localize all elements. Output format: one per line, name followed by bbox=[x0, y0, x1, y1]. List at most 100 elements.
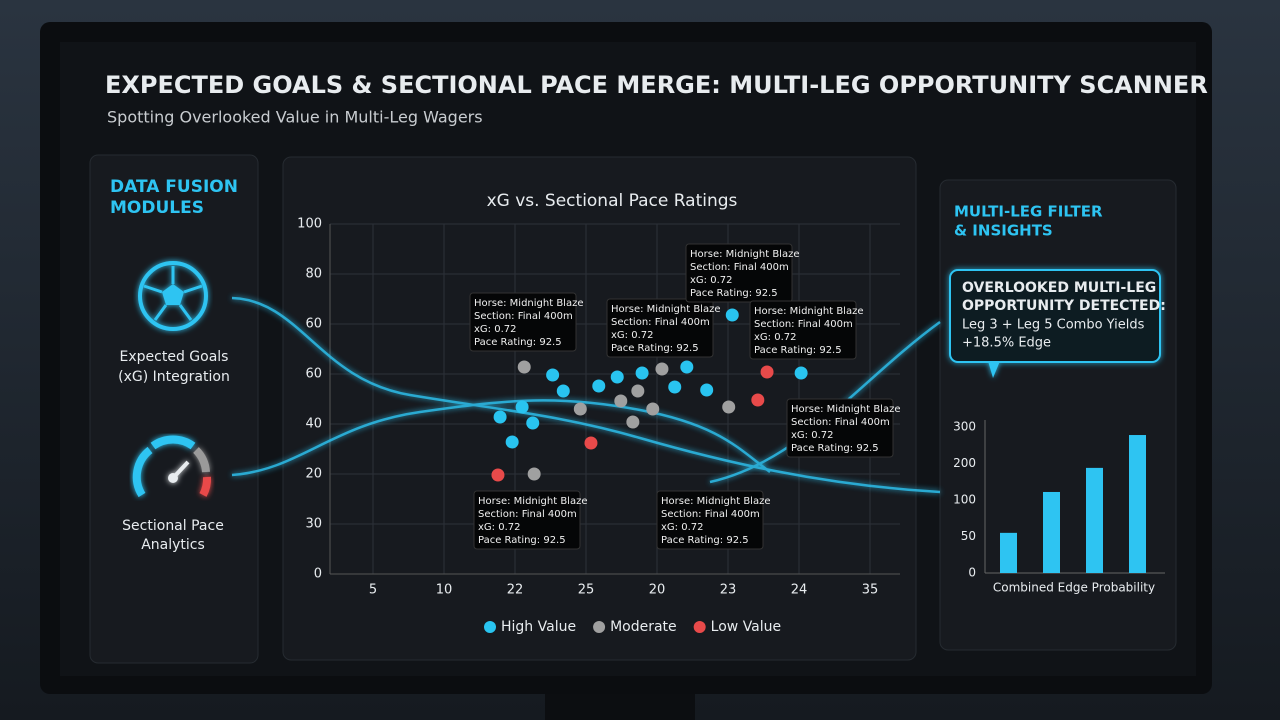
page-title: EXPECTED GOALS & SECTIONAL PACE MERGE: M… bbox=[105, 71, 1208, 99]
alert-text: OVERLOOKED MULTI-LEG bbox=[962, 280, 1156, 296]
y-tick-label: 20 bbox=[305, 467, 322, 482]
scatter-title: xG vs. Sectional Pace Ratings bbox=[487, 191, 738, 211]
x-tick-label: 24 bbox=[791, 583, 808, 598]
y-tick-label: 30 bbox=[305, 517, 322, 532]
scatter-point bbox=[526, 416, 540, 430]
scatter-point bbox=[515, 400, 529, 414]
y-tick-label: 100 bbox=[953, 493, 976, 507]
monitor-stand bbox=[545, 694, 695, 720]
module-label: Analytics bbox=[141, 537, 205, 553]
tooltip-text: Pace Rating: 92.5 bbox=[754, 345, 842, 356]
scatter-point bbox=[655, 362, 669, 376]
x-tick-label: 23 bbox=[720, 583, 737, 598]
scatter-point bbox=[794, 366, 808, 380]
tooltip-text: Horse: Midnight Blaze bbox=[791, 404, 900, 415]
tooltip-text: Section: Final 400m bbox=[474, 311, 573, 322]
insights-title: & INSIGHTS bbox=[954, 222, 1053, 240]
tooltip-text: Horse: Midnight Blaze bbox=[754, 306, 863, 317]
alert-text: OPPORTUNITY DETECTED: bbox=[962, 298, 1166, 314]
y-tick-label: 60 bbox=[305, 367, 322, 382]
alert-text: Leg 3 + Leg 5 Combo Yields bbox=[962, 318, 1145, 333]
tooltip-text: xG: 0.72 bbox=[474, 324, 516, 335]
modules-panel bbox=[89, 154, 259, 664]
soccer-icon bbox=[138, 261, 208, 331]
bar bbox=[1129, 435, 1146, 573]
scatter-point bbox=[668, 380, 682, 394]
scatter-point bbox=[760, 365, 774, 379]
gauge-icon bbox=[132, 435, 212, 498]
tooltip-text: Section: Final 400m bbox=[754, 319, 853, 330]
scatter-point bbox=[592, 379, 606, 393]
scatter-point bbox=[610, 370, 624, 384]
legend-label: High Value bbox=[501, 619, 576, 635]
scatter-point bbox=[722, 400, 736, 414]
scatter-point bbox=[493, 410, 507, 424]
scatter-point bbox=[491, 468, 505, 482]
tooltip-text: Section: Final 400m bbox=[690, 262, 789, 273]
alert-text: +18.5% Edge bbox=[962, 336, 1051, 351]
scatter-point bbox=[725, 308, 739, 322]
x-tick-label: 35 bbox=[862, 583, 879, 598]
tooltip-text: xG: 0.72 bbox=[661, 522, 703, 533]
tooltip-text: xG: 0.72 bbox=[611, 330, 653, 341]
tooltip-text: Pace Rating: 92.5 bbox=[478, 535, 566, 546]
bar bbox=[1043, 491, 1060, 573]
scatter-point bbox=[614, 394, 628, 408]
alert-box bbox=[949, 269, 1161, 378]
edge-x-label: Combined Edge Probability bbox=[993, 581, 1155, 595]
x-tick-label: 5 bbox=[369, 583, 377, 598]
tooltip bbox=[656, 490, 764, 550]
x-tick-label: 25 bbox=[578, 583, 595, 598]
scatter-point bbox=[680, 360, 694, 374]
scatter-point bbox=[573, 402, 587, 416]
tooltip-text: Section: Final 400m bbox=[791, 417, 890, 428]
scatter-point bbox=[556, 384, 570, 398]
tooltip-text: Horse: Midnight Blaze bbox=[690, 249, 799, 260]
scatter-point bbox=[546, 368, 560, 382]
x-tick-label: 20 bbox=[649, 583, 666, 598]
y-tick-label: 300 bbox=[953, 420, 976, 434]
tooltip-text: xG: 0.72 bbox=[754, 332, 796, 343]
insights-panel bbox=[939, 179, 1177, 651]
tooltip-text: Section: Final 400m bbox=[611, 317, 710, 328]
y-tick-label: 100 bbox=[297, 217, 322, 232]
tooltip-text: Pace Rating: 92.5 bbox=[474, 337, 562, 348]
tooltip-text: Pace Rating: 92.5 bbox=[791, 443, 879, 454]
legend-label: Low Value bbox=[711, 619, 781, 635]
scatter-point bbox=[700, 383, 714, 397]
tooltip bbox=[469, 292, 577, 352]
y-tick-label: 40 bbox=[305, 417, 322, 432]
scatter-point bbox=[751, 393, 765, 407]
module-label: (xG) Integration bbox=[118, 369, 230, 385]
bar bbox=[1000, 532, 1017, 573]
scatter-point bbox=[584, 436, 598, 450]
tooltip-text: xG: 0.72 bbox=[690, 275, 732, 286]
tooltip-text: Horse: Midnight Blaze bbox=[474, 298, 583, 309]
legend-swatch bbox=[693, 621, 706, 633]
modules-title: DATA FUSION bbox=[110, 177, 238, 197]
x-tick-label: 10 bbox=[436, 583, 453, 598]
bar bbox=[1086, 467, 1103, 573]
y-tick-label: 60 bbox=[305, 317, 322, 332]
y-tick-label: 50 bbox=[961, 529, 976, 543]
tooltip-text: Horse: Midnight Blaze bbox=[478, 496, 587, 507]
scatter-point bbox=[505, 435, 519, 449]
scatter-point bbox=[517, 360, 531, 374]
scatter-point bbox=[646, 402, 660, 416]
tooltip bbox=[685, 243, 793, 303]
tooltip bbox=[473, 490, 581, 550]
tooltip bbox=[786, 398, 894, 458]
tooltip-text: Pace Rating: 92.5 bbox=[690, 288, 778, 299]
scatter-point bbox=[626, 415, 640, 429]
y-tick-label: 200 bbox=[953, 456, 976, 470]
tooltip-text: xG: 0.72 bbox=[478, 522, 520, 533]
legend-swatch bbox=[484, 621, 496, 633]
tooltip-text: Horse: Midnight Blaze bbox=[661, 496, 770, 507]
y-tick-label: 80 bbox=[305, 267, 322, 282]
legend-swatch bbox=[593, 621, 606, 633]
insights-title: MULTI-LEG FILTER bbox=[954, 203, 1103, 221]
tooltip-text: Section: Final 400m bbox=[478, 509, 577, 520]
tooltip-text: Horse: Midnight Blaze bbox=[611, 304, 720, 315]
tooltip-text: xG: 0.72 bbox=[791, 430, 833, 441]
